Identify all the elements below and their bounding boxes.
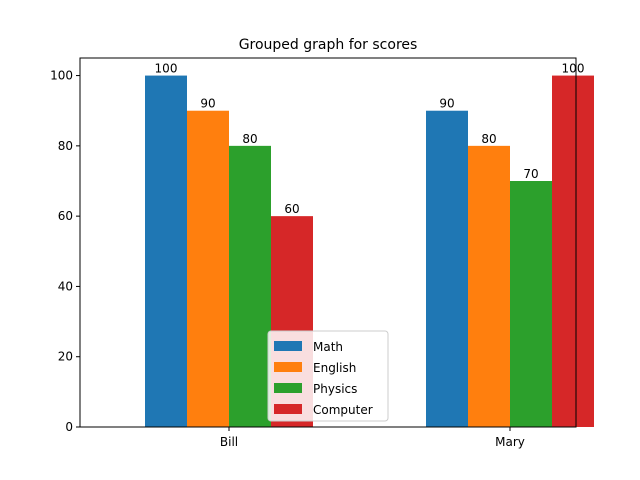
value-label-physics-mary: 70 bbox=[523, 167, 538, 181]
x-tick-label: Bill bbox=[220, 435, 238, 449]
legend-swatch-math bbox=[274, 341, 302, 351]
bar-physics-mary bbox=[510, 181, 552, 427]
legend-label-computer: Computer bbox=[313, 403, 373, 417]
y-axis: 0 20 40 60 80 100 bbox=[50, 69, 80, 434]
bar-physics-bill bbox=[229, 145, 271, 427]
value-label-computer-mary: 100 bbox=[562, 62, 585, 76]
legend-label-physics: Physics bbox=[313, 382, 357, 396]
value-label-physics-bill: 80 bbox=[242, 132, 257, 146]
legend-swatch-physics bbox=[274, 383, 302, 393]
legend-swatch-english bbox=[274, 362, 302, 372]
y-tick-label: 100 bbox=[50, 69, 73, 83]
legend-label-math: Math bbox=[313, 340, 343, 354]
plot-frame bbox=[79, 57, 577, 428]
bar-math-bill bbox=[145, 75, 187, 428]
bar-english-bill bbox=[187, 110, 229, 427]
y-tick-label: 0 bbox=[65, 420, 73, 434]
x-axis: Bill Mary bbox=[220, 427, 525, 449]
bars-layer bbox=[145, 75, 594, 428]
value-label-math-mary: 90 bbox=[439, 97, 454, 111]
value-labels-layer: 100 90 90 80 80 70 60 100 bbox=[155, 62, 585, 217]
value-label-computer-bill: 60 bbox=[284, 202, 299, 216]
bar-computer-mary bbox=[552, 75, 594, 428]
legend-swatch-computer bbox=[274, 404, 302, 414]
chart-title: Grouped graph for scores bbox=[239, 37, 418, 53]
value-label-english-mary: 80 bbox=[481, 132, 496, 146]
y-tick-label: 60 bbox=[58, 209, 73, 223]
x-tick-label: Mary bbox=[495, 435, 525, 449]
plot-area: 100 90 90 80 80 70 60 100 0 20 40 60 80 100 Bill Mary bbox=[50, 57, 594, 449]
value-label-math-bill: 100 bbox=[155, 62, 178, 76]
legend-box bbox=[267, 330, 389, 422]
legend-label-english: English bbox=[313, 361, 356, 375]
bar-math-mary bbox=[426, 110, 468, 427]
y-tick-label: 40 bbox=[58, 279, 73, 293]
legend: Math English Physics Computer bbox=[267, 330, 389, 422]
value-label-english-bill: 90 bbox=[200, 97, 215, 111]
bar-english-mary bbox=[468, 145, 510, 427]
y-tick-label: 80 bbox=[58, 139, 73, 153]
y-tick-label: 20 bbox=[58, 350, 73, 364]
